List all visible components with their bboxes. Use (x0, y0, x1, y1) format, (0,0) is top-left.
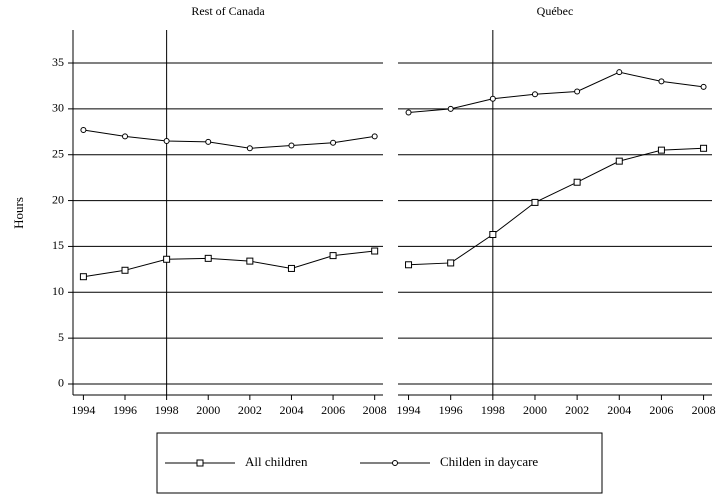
panel-title: Rest of Canada (191, 4, 265, 18)
panel-title: Québec (537, 4, 574, 18)
marker-circle (246, 145, 253, 152)
x-tick-label: 2004 (607, 403, 631, 417)
marker-circle (405, 109, 412, 116)
marker-circle (447, 105, 454, 112)
marker-circle (122, 133, 129, 140)
series-line (83, 250, 375, 278)
y-tick-label: 15 (52, 238, 64, 252)
y-tick-label: 5 (58, 330, 64, 344)
x-tick-label: 2006 (649, 403, 673, 417)
y-tick-label: 30 (52, 101, 64, 115)
marker-circle (658, 78, 665, 85)
marker-square (700, 144, 708, 152)
x-tick-label: 2000 (196, 403, 220, 417)
y-tick-label: 35 (52, 55, 64, 69)
marker-circle (489, 95, 496, 102)
legend-marker (392, 460, 398, 466)
marker-circle (616, 69, 623, 76)
legend-marker (196, 459, 204, 467)
x-tick-label: 1998 (155, 403, 179, 417)
x-tick-label: 1994 (397, 403, 421, 417)
x-tick-label: 2004 (279, 403, 303, 417)
y-tick-label: 20 (52, 192, 64, 206)
marker-circle (574, 88, 581, 95)
marker-square (531, 198, 539, 206)
marker-square (489, 231, 497, 239)
marker-square (287, 264, 295, 272)
marker-square (657, 146, 665, 154)
x-tick-label: 1994 (71, 403, 95, 417)
marker-circle (531, 91, 538, 98)
marker-square (447, 259, 455, 267)
marker-circle (371, 133, 378, 140)
y-tick-label: 25 (52, 146, 64, 160)
series-line (408, 71, 704, 114)
series-line (408, 147, 704, 266)
marker-circle (700, 83, 707, 90)
x-tick-label: 1998 (481, 403, 505, 417)
marker-circle (205, 138, 212, 145)
marker-square (573, 178, 581, 186)
legend-label: All children (245, 454, 308, 469)
x-tick-label: 2002 (565, 403, 589, 417)
y-axis-label: Hours (11, 197, 26, 229)
marker-square (163, 255, 171, 263)
x-tick-label: 2002 (238, 403, 262, 417)
x-tick-label: 2006 (321, 403, 345, 417)
marker-square (246, 257, 254, 265)
x-tick-label: 1996 (113, 403, 137, 417)
marker-square (204, 254, 212, 262)
marker-circle (288, 142, 295, 149)
marker-square (615, 157, 623, 165)
marker-circle (80, 126, 87, 133)
y-tick-label: 0 (58, 376, 64, 390)
x-tick-label: 2000 (523, 403, 547, 417)
series-line (83, 129, 375, 149)
legend-label: Childen in daycare (440, 454, 538, 469)
y-tick-label: 10 (52, 284, 64, 298)
marker-circle (330, 139, 337, 146)
marker-square (121, 266, 129, 274)
marker-square (371, 247, 379, 255)
marker-circle (163, 137, 170, 144)
x-tick-label: 2008 (692, 403, 716, 417)
marker-square (79, 273, 87, 281)
x-tick-label: 2008 (363, 403, 387, 417)
marker-square (405, 261, 413, 269)
x-tick-label: 1996 (439, 403, 463, 417)
marker-square (329, 252, 337, 260)
legend-box (156, 432, 603, 494)
